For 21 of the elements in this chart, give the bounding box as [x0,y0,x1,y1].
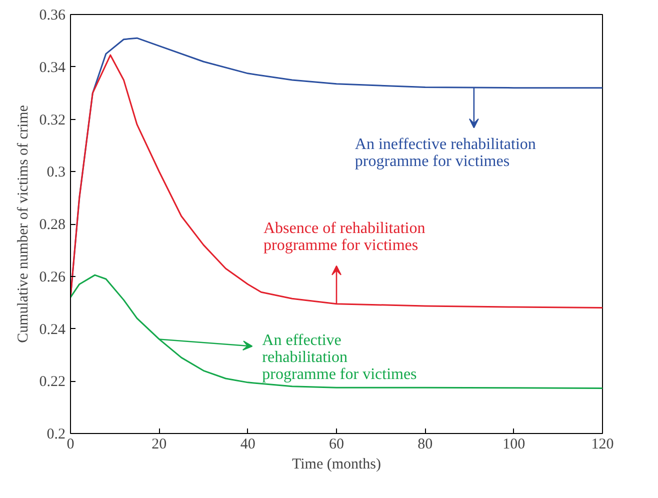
y-tick-label: 0.36 [39,8,66,24]
annotation: An ineffective rehabilitation programme for victimes [354,136,536,170]
x-tick-label: 20 [152,436,167,452]
x-tick-label: 80 [418,436,433,452]
x-tick-label: 120 [591,436,614,452]
y-tick-label: 0.28 [39,217,66,233]
x-tick-label: 60 [329,436,344,452]
y-tick-label: 0.2 [46,426,66,442]
x-tick-label: 40 [240,436,256,452]
y-tick-label: 0.3 [46,164,66,181]
y-tick-label: 0.32 [39,112,66,128]
y-tick-label: 0.34 [39,60,66,76]
y-tick-label: 0.24 [39,322,66,338]
y-axis-title: Cumulative number of victims of crime [15,104,32,343]
y-tick-label: 0.26 [39,269,66,286]
x-tick-label: 100 [502,436,526,452]
x-axis-title: Time (months) [292,456,382,472]
y-tick-label: 0.22 [39,374,66,390]
annotation: Absence of rehabilitation programme for victimes [264,220,426,254]
annotation: An effective rehabilitation programme for victimes [262,332,417,384]
x-tick-label: 0 [66,436,74,452]
